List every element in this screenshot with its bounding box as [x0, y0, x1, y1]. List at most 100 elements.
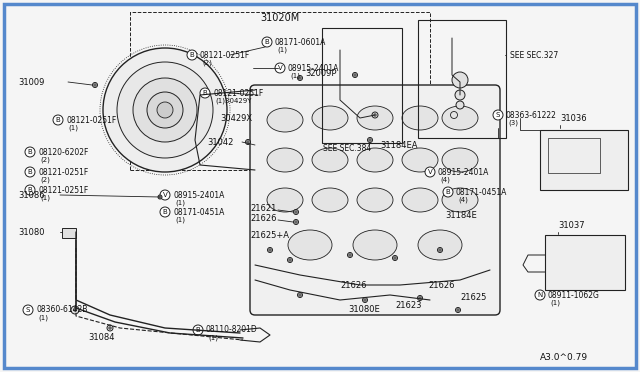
Circle shape [275, 63, 285, 73]
Text: B: B [264, 39, 269, 45]
Circle shape [456, 101, 464, 109]
Ellipse shape [357, 106, 393, 130]
Bar [130, 12, 430, 170]
Circle shape [299, 77, 301, 79]
Bar [540, 130, 628, 190]
Circle shape [117, 62, 213, 158]
Text: 31084: 31084 [88, 334, 115, 343]
Text: B: B [163, 209, 168, 215]
Text: 31184EA: 31184EA [380, 141, 417, 150]
Circle shape [455, 90, 465, 100]
Circle shape [187, 50, 197, 60]
Ellipse shape [312, 188, 348, 212]
Bar [418, 20, 506, 138]
Text: 08121-0251F: 08121-0251F [213, 89, 263, 97]
Text: 21621: 21621 [250, 203, 276, 212]
Text: (2): (2) [40, 177, 50, 183]
Circle shape [289, 259, 291, 261]
Text: 08171-0601A: 08171-0601A [275, 38, 326, 46]
Circle shape [93, 83, 97, 87]
Ellipse shape [402, 106, 438, 130]
Text: SEE SEC.384: SEE SEC.384 [323, 144, 371, 153]
Ellipse shape [288, 230, 332, 260]
Circle shape [349, 254, 351, 256]
Circle shape [362, 298, 367, 302]
Text: 08360-6142B: 08360-6142B [36, 305, 88, 314]
Text: 30429X: 30429X [220, 113, 252, 122]
Text: B: B [28, 149, 33, 155]
Circle shape [158, 195, 162, 199]
Text: S: S [26, 307, 30, 313]
Text: 08121-0251F: 08121-0251F [66, 115, 116, 125]
Text: (4): (4) [440, 177, 450, 183]
Text: 32009P: 32009P [305, 68, 337, 77]
Circle shape [354, 74, 356, 76]
Text: V: V [163, 192, 168, 198]
Text: SEE SEC.327: SEE SEC.327 [510, 51, 558, 60]
Circle shape [94, 84, 96, 86]
Circle shape [246, 140, 250, 144]
Text: 21625: 21625 [460, 294, 486, 302]
Text: (1): (1) [550, 300, 560, 306]
Circle shape [107, 325, 113, 331]
Circle shape [269, 249, 271, 251]
Text: 08171-0451A: 08171-0451A [173, 208, 225, 217]
Circle shape [147, 92, 183, 128]
Circle shape [133, 78, 197, 142]
Ellipse shape [267, 188, 303, 212]
Text: 31020M: 31020M [260, 13, 300, 23]
Circle shape [493, 110, 503, 120]
Circle shape [25, 185, 35, 195]
Text: B: B [28, 187, 33, 193]
Circle shape [348, 253, 353, 257]
Text: 08121-0251F: 08121-0251F [200, 51, 250, 60]
Text: (1): (1) [38, 315, 48, 321]
Circle shape [298, 292, 303, 298]
Ellipse shape [357, 148, 393, 172]
Text: 21626: 21626 [250, 214, 276, 222]
Circle shape [439, 249, 441, 251]
Circle shape [394, 257, 396, 259]
Text: 31009: 31009 [18, 77, 44, 87]
Circle shape [443, 187, 453, 197]
Circle shape [298, 76, 303, 80]
Circle shape [268, 247, 273, 253]
Circle shape [367, 138, 372, 142]
Circle shape [103, 48, 227, 172]
Circle shape [23, 305, 33, 315]
Circle shape [372, 112, 378, 118]
Text: B: B [203, 90, 207, 96]
Text: (3): (3) [508, 120, 518, 126]
Circle shape [25, 167, 35, 177]
Circle shape [193, 325, 203, 335]
Text: B: B [196, 327, 200, 333]
Text: 21623: 21623 [395, 301, 422, 310]
Text: 08121-0251F: 08121-0251F [38, 167, 88, 176]
Text: 08915-2401A: 08915-2401A [288, 64, 339, 73]
Circle shape [262, 37, 272, 47]
Text: (1): (1) [290, 73, 300, 79]
Text: 08915-2401A: 08915-2401A [173, 190, 225, 199]
Ellipse shape [442, 106, 478, 130]
Text: 08110-8201D: 08110-8201D [206, 326, 258, 334]
Circle shape [364, 299, 366, 301]
Circle shape [53, 115, 63, 125]
Circle shape [160, 190, 170, 200]
Circle shape [71, 306, 79, 314]
Circle shape [535, 290, 545, 300]
Bar [62, 228, 76, 238]
Text: (2): (2) [202, 60, 212, 66]
Text: 08120-6202F: 08120-6202F [38, 148, 88, 157]
Text: V: V [278, 65, 282, 71]
Text: N: N [538, 292, 543, 298]
Text: (1): (1) [175, 200, 185, 206]
Ellipse shape [442, 148, 478, 172]
Text: B: B [445, 189, 451, 195]
Text: (1): (1) [175, 217, 185, 223]
Circle shape [74, 309, 76, 311]
Text: 31086: 31086 [18, 190, 45, 199]
Bar [545, 235, 625, 290]
Circle shape [452, 72, 468, 88]
Circle shape [160, 207, 170, 217]
Text: 21626: 21626 [340, 280, 367, 289]
